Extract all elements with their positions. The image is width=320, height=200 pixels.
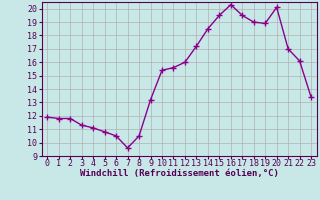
X-axis label: Windchill (Refroidissement éolien,°C): Windchill (Refroidissement éolien,°C) <box>80 169 279 178</box>
